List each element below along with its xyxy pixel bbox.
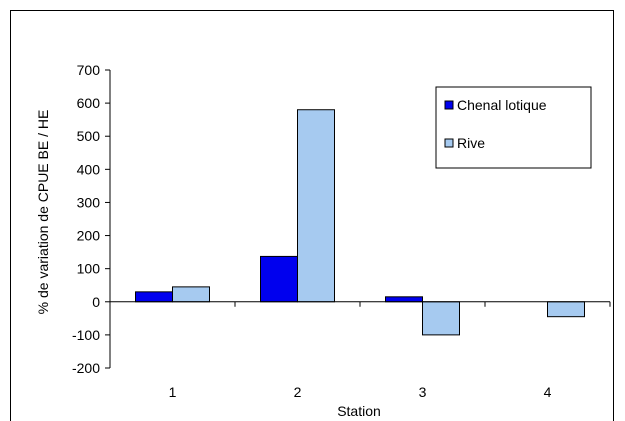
y-tick-label: 400: [77, 161, 101, 177]
legend-box: [435, 86, 592, 169]
y-tick-label: 700: [77, 62, 101, 78]
y-tick-label: 500: [77, 128, 101, 144]
bar-chenal-lotique-station-2: [260, 255, 298, 303]
chart-frame: [10, 10, 614, 421]
legend-swatch-chenal-lotique: [444, 100, 454, 110]
y-tick-label: 200: [77, 228, 101, 244]
bar-rive-station-4: [547, 301, 585, 318]
bar-rive-station-3: [422, 301, 460, 336]
axes-layer: -200 -100 0 100 200 300 400 500 600 700 1 2 3 4: [72, 62, 611, 400]
x-tick-label-station-3: 3: [419, 384, 427, 400]
y-axis-label: % de variation de CPUE BE / HE: [35, 110, 51, 315]
y-tick-label: -200: [72, 360, 100, 376]
x-tick-label-station-2: 2: [294, 384, 302, 400]
y-tick-label: 600: [77, 95, 101, 111]
x-tick-label-station-1: 1: [169, 384, 177, 400]
legend-label-rive: Rive: [457, 135, 485, 151]
legend-swatch-rive: [444, 138, 454, 148]
bar-rive-station-2: [297, 109, 335, 303]
y-tick-label: 300: [77, 194, 101, 210]
y-tick-label: 0: [92, 294, 100, 310]
bar-chenal-lotique-station-3: [385, 296, 423, 303]
y-tick-label: -100: [72, 327, 100, 343]
bar-chenal-lotique-station-1: [135, 291, 173, 303]
legend-label-chenal-lotique: Chenal lotique: [457, 97, 547, 113]
y-tick-label: 100: [77, 261, 101, 277]
bar-rive-station-1: [172, 286, 210, 303]
x-axis-label: Station: [337, 403, 381, 419]
x-tick-label-station-4: 4: [544, 384, 552, 400]
legend: Chenal lotique Rive: [435, 86, 592, 169]
